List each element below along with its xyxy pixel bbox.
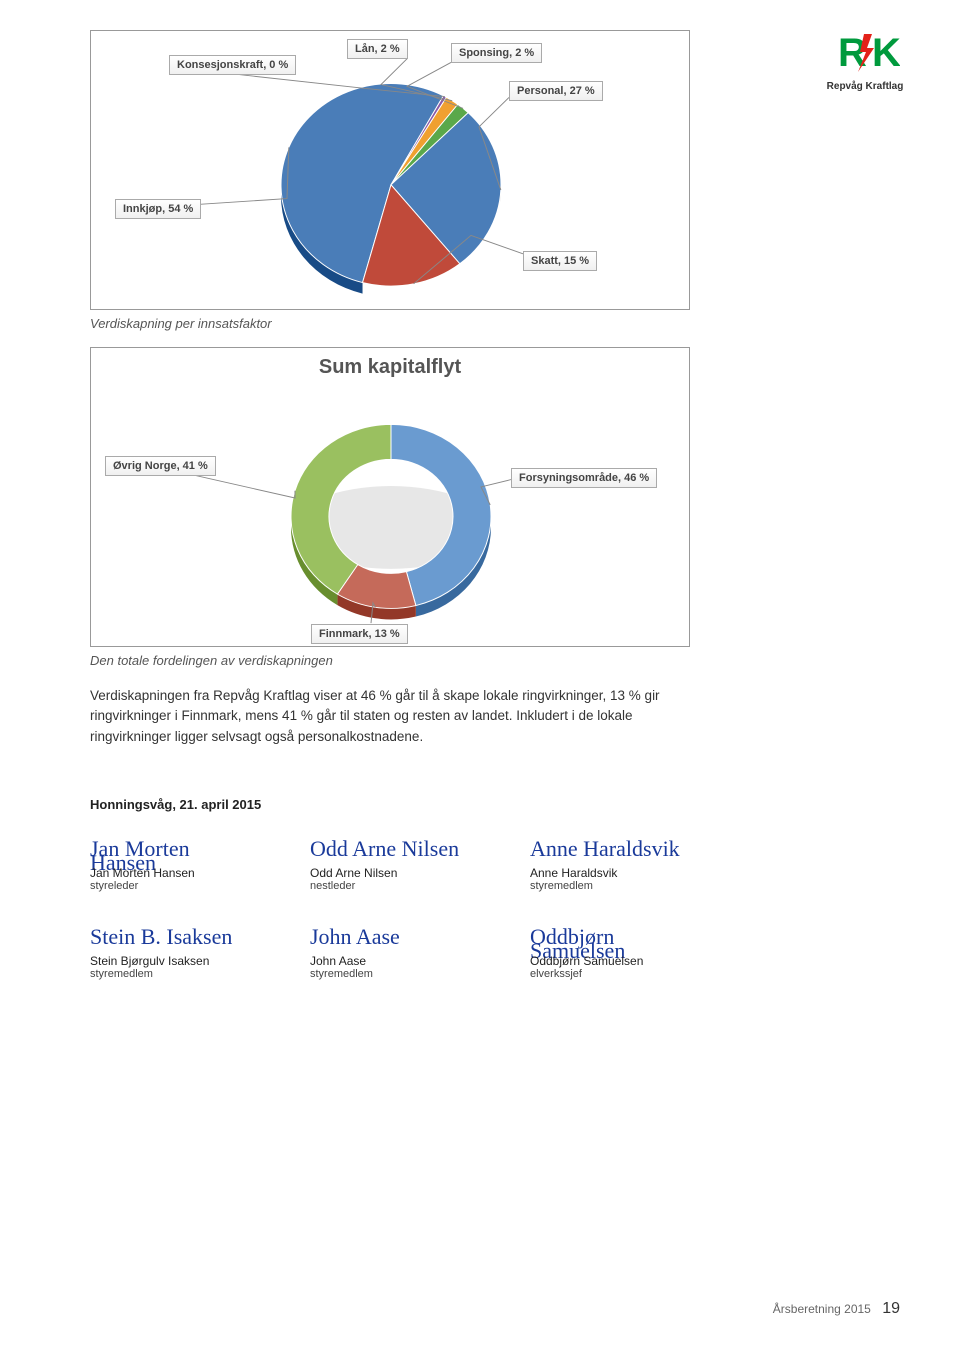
signature-block: Oddbjørn Samuelsen Oddbjørn Samuelsen el… — [530, 930, 690, 980]
chart-label: Forsyningsområde, 46 % — [511, 468, 657, 488]
signature-role: styremedlem — [90, 968, 250, 980]
signature-handwriting: Oddbjørn Samuelsen — [530, 930, 690, 952]
chart-label: Konsesjonskraft, 0 % — [169, 55, 296, 75]
signature-block: Jan Morten Hansen Jan Morten Hansen styr… — [90, 842, 250, 892]
pie-caption: Verdiskapning per innsatsfaktor — [90, 316, 870, 331]
footer-text: Årsberetning 2015 — [773, 1302, 871, 1316]
signature-name: Oddbjørn Samuelsen — [530, 954, 690, 968]
signature-block: Stein B. Isaksen Stein Bjørgulv Isaksen … — [90, 930, 250, 980]
signature-role: styremedlem — [530, 880, 690, 892]
signature-handwriting: John Aase — [310, 930, 470, 952]
chart-label: Personal, 27 % — [509, 81, 603, 101]
signature-date: Honningsvåg, 21. april 2015 — [90, 797, 690, 812]
signature-block: Odd Arne Nilsen Odd Arne Nilsen nestlede… — [310, 842, 470, 892]
body-paragraph: Verdiskapningen fra Repvåg Kraftlag vise… — [90, 686, 690, 747]
chart-label: Sponsing, 2 % — [451, 43, 542, 63]
signature-block: Anne Haraldsvik Anne Haraldsvik styremed… — [530, 842, 690, 892]
signature-role: nestleder — [310, 880, 470, 892]
signature-name: Odd Arne Nilsen — [310, 866, 470, 880]
donut-chart — [91, 360, 691, 636]
chart-label: Innkjøp, 54 % — [115, 199, 201, 219]
chart-label: Øvrig Norge, 41 % — [105, 456, 216, 476]
signature-name: Stein Bjørgulv Isaksen — [90, 954, 250, 968]
page-footer: Årsberetning 2015 19 — [773, 1300, 900, 1318]
donut-caption: Den totale fordelingen av verdiskapninge… — [90, 653, 870, 668]
pie-chart-container: Innkjøp, 54 % Konsesjonskraft, 0 % Lån, 2 … — [90, 30, 690, 310]
chart-label: Finnmark, 13 % — [311, 624, 408, 644]
signature-block: John Aase John Aase styremedlem — [310, 930, 470, 980]
signature-role: styreleder — [90, 880, 250, 892]
signature-handwriting: Jan Morten Hansen — [90, 842, 250, 864]
svg-text:K: K — [872, 31, 900, 74]
signature-name: Anne Haraldsvik — [530, 866, 690, 880]
chart-label: Lån, 2 % — [347, 39, 408, 59]
signature-handwriting: Stein B. Isaksen — [90, 930, 250, 952]
signature-name: John Aase — [310, 954, 470, 968]
signature-name: Jan Morten Hansen — [90, 866, 250, 880]
signature-role: styremedlem — [310, 968, 470, 980]
signatures-block: Honningsvåg, 21. april 2015 Jan Morten H… — [90, 797, 690, 980]
signature-handwriting: Anne Haraldsvik — [530, 842, 690, 864]
donut-chart-container: Sum kapitalflyt Forsyningsområde, 46 %Fi… — [90, 347, 690, 647]
signature-handwriting: Odd Arne Nilsen — [310, 842, 470, 864]
page-number: 19 — [882, 1300, 900, 1317]
signature-role: elverkssjef — [530, 968, 690, 980]
chart-label: Skatt, 15 % — [523, 251, 597, 271]
